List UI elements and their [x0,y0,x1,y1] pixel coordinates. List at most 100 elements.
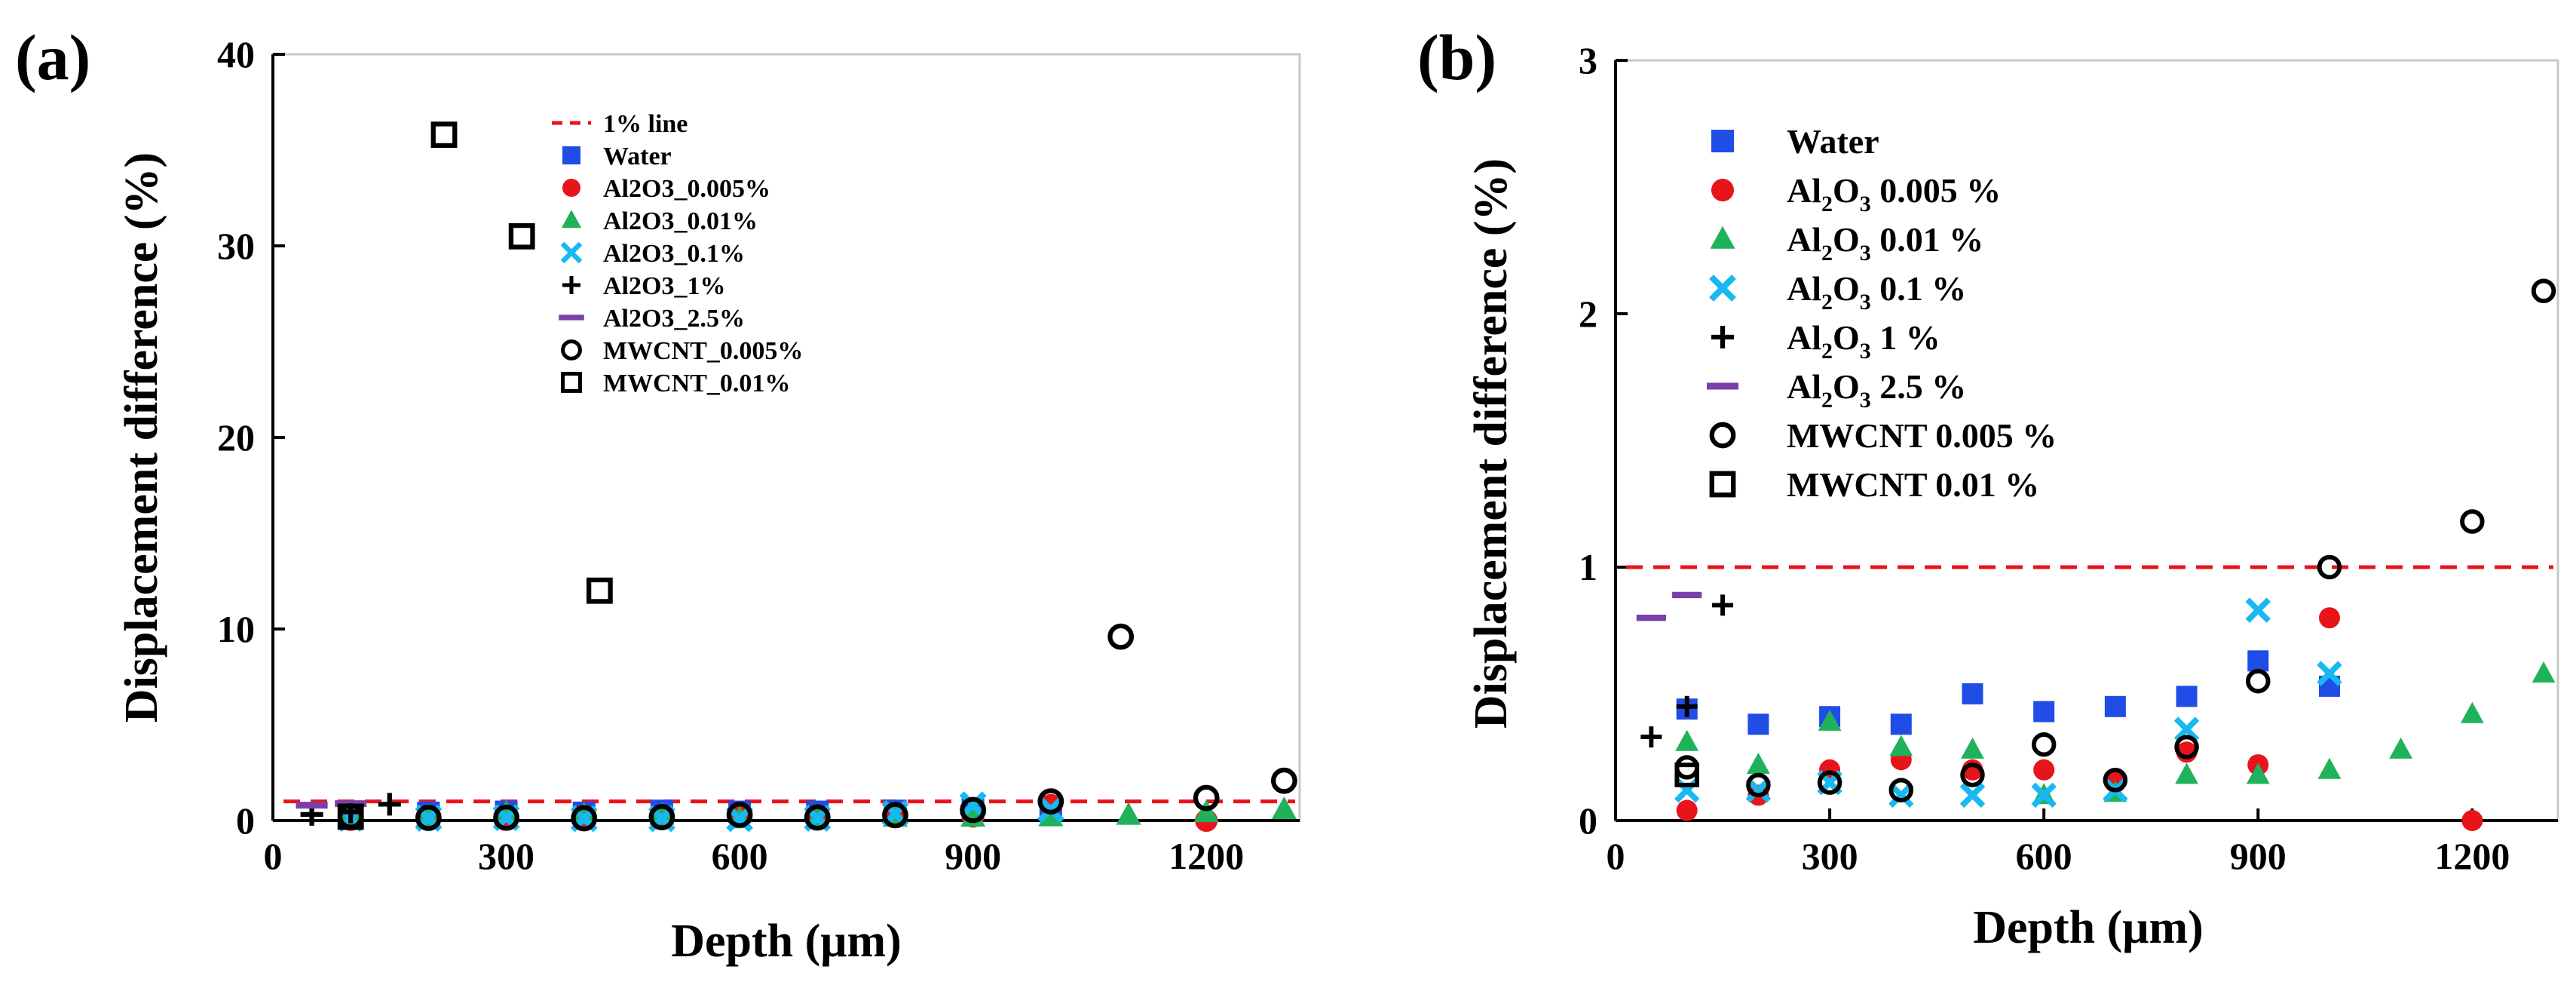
data-point-mwcnt_0005 [415,805,442,831]
panel-a-plot-area [271,53,1301,822]
data-point-mwcnt_0005 [2174,735,2199,759]
legend-label-al2o3_01: Al2O3 0.1 % [1787,269,1966,314]
legend-marker-al2o3_001 [561,210,582,229]
panel-a-label: (a) [15,21,90,94]
data-point-mwcnt_001 [337,803,364,830]
y-tick-label: 30 [217,225,255,267]
data-point-mwcnt_0005 [1817,770,1842,795]
legend-label-al2o3_25: Al2O3 2.5 % [1787,367,1966,413]
data-point-al2o3_001 [1116,802,1141,825]
data-point-mwcnt_0005 [882,802,908,829]
x-tick-label: 0 [1607,835,1625,877]
x-tick-label: 900 [945,835,1001,877]
x-tick-label: 1200 [2434,835,2510,877]
x-tick-label: 600 [712,835,768,877]
legend-label-water: Water [603,143,672,170]
legend-label-mwcnt_0005: MWCNT_0.005% [603,337,803,365]
data-point-al2o3_01 [2173,716,2200,742]
y-tick-label: 40 [217,33,255,75]
panel-b-label: (b) [1417,21,1496,94]
data-point-mwcnt_0005 [1746,772,1771,798]
data-point-al2o3_001 [1271,796,1297,820]
data-point-al2o3_01 [2031,782,2057,808]
legend-label-al2o3_001: Al2O3 0.01 % [1787,220,1983,265]
data-point-mwcnt_0005 [960,796,987,824]
legend-label-water: Water [1787,122,1879,161]
data-point-al2o3_001 [2246,762,2270,784]
data-point-mwcnt_0005 [2031,732,2057,757]
panel-b-x-axis-title: Depth (μm) [1973,902,2204,953]
y-tick-label: 0 [1579,799,1597,842]
data-point-al2o3_001 [1818,709,1842,731]
y-tick-label: 1 [1579,546,1597,588]
panel-a-x-ticks: 0 300 600 900 1200 [264,808,1244,877]
data-point-mwcnt_0005 [1674,755,1699,780]
x-tick-label: 1200 [1169,835,1244,877]
data-point-water [1890,713,1912,735]
data-point-al2o3_0005 [2318,607,2340,629]
data-point-mwcnt_0005 [1037,788,1064,815]
data-point-mwcnt_001 [430,121,458,149]
panel-b-y-ticks: 0 1 2 3 [1579,39,1628,842]
data-point-mwcnt_001 [508,222,535,250]
legend-label-mwcnt_001: MWCNT_0.01% [603,370,790,397]
data-point-al2o3_01 [1959,782,1986,808]
data-point-al2o3_001 [2460,701,2484,723]
data-point-al2o3_1 [1640,726,1662,748]
x-tick-label: 300 [1802,835,1858,877]
legend-label-al2o3_1: Al2O3 1 % [1787,318,1940,364]
data-point-mwcnt_0005 [2246,668,2271,694]
data-point-mwcnt_0005 [493,804,519,831]
legend-marker-al2o3_001 [1710,226,1735,249]
data-point-mwcnt_0005 [726,801,753,828]
data-point-mwcnt_0005 [1270,767,1297,794]
data-point-al2o3_01 [1745,777,1772,803]
data-point-al2o3_0005 [2461,810,2483,831]
x-tick-label: 900 [2230,835,2287,877]
data-point-al2o3_001 [2389,737,2413,759]
data-point-water [1962,683,1983,704]
legend-label-al2o3_01: Al2O3_0.1% [603,240,745,268]
panel-a-points [296,121,1297,833]
legend-label-mwcnt_0005: MWCNT 0.005 % [1787,416,2057,455]
data-point-al2o3_001 [1746,752,1770,774]
data-point-al2o3_01 [959,791,987,819]
data-point-al2o3_001 [2317,757,2342,779]
legend-marker-al2o3_1 [1711,326,1734,348]
data-point-al2o3_001 [1961,737,1984,759]
legend-marker-mwcnt_0005 [1709,422,1736,449]
y-tick-label: 20 [217,416,255,459]
panel-a-x-axis-title: Depth (μm) [671,916,902,967]
data-point-al2o3_01 [2317,661,2342,686]
data-point-mwcnt_0005 [804,804,831,831]
x-tick-label: 0 [264,835,283,877]
legend-marker-al2o3_0005 [562,179,580,197]
data-point-water [2247,650,2269,672]
data-point-al2o3_001 [2532,661,2556,683]
panel-a-y-axis-title: Displacement difference (%) [116,152,167,723]
legend-marker-mwcnt_001 [1709,471,1736,498]
data-point-al2o3_1 [1712,594,1734,616]
panel-b-legend: Water Al2O3 0.005 %Al2O3 0.01 %Al2O3 0.1 … [1707,122,2057,504]
data-point-al2o3_0005 [2033,759,2055,781]
data-point-al2o3_001 [494,799,519,823]
panel-b-y-axis-title: Displacement difference (%) [1466,158,1517,729]
panel-b-plot-area [1614,59,2559,822]
data-point-al2o3_01 [2245,597,2271,623]
legend-label-mwcnt_001: MWCNT 0.01 % [1787,465,2039,504]
data-point-al2o3_001 [649,802,675,825]
legend-marker-al2o3_01 [1709,275,1736,302]
data-point-water [2104,695,2126,717]
legend-label-al2o3_0005: Al2O3_0.005% [603,175,770,203]
data-point-mwcnt_0005 [1960,762,1985,787]
legend-label-al2o3_25: Al2O3_2.5% [603,305,745,333]
legend-marker-al2o3_0005 [1711,179,1734,201]
data-point-mwcnt_0005 [648,804,675,830]
legend-label-al2o3_001: Al2O3_0.01% [603,207,758,235]
panel-b-x-ticks: 0 300 600 900 1200 [1607,808,2510,877]
y-tick-label: 2 [1579,293,1597,335]
legend-marker-al2o3_01 [560,241,583,264]
y-tick-label: 0 [236,799,255,842]
data-point-al2o3_001 [2175,762,2198,784]
